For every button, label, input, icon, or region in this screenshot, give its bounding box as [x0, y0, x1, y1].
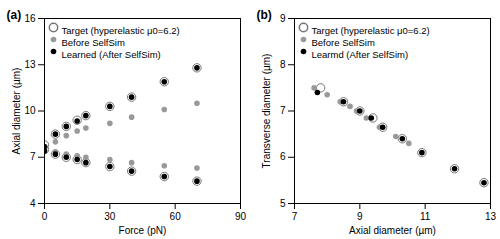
svg-text:Axial diameter (µm): Axial diameter (µm)	[11, 68, 22, 155]
svg-text:7: 7	[280, 105, 286, 116]
svg-text:60: 60	[170, 211, 182, 222]
svg-text:8: 8	[280, 59, 286, 70]
svg-text:(b): (b)	[257, 8, 272, 22]
svg-text:Learmd (After SelfSim): Learmd (After SelfSim)	[312, 49, 409, 60]
svg-text:16: 16	[24, 13, 36, 24]
svg-text:Before SelfSim: Before SelfSim	[62, 37, 125, 48]
svg-text:Axial diameter (µm): Axial diameter (µm)	[349, 225, 436, 236]
svg-text:Target (hyperelastic μ0=6.2): Target (hyperelastic μ0=6.2)	[62, 25, 180, 36]
svg-text:30: 30	[104, 211, 116, 222]
svg-text:13: 13	[24, 59, 36, 70]
svg-text:Transverse diameter (µm): Transverse diameter (µm)	[261, 54, 272, 169]
svg-text:0: 0	[42, 211, 48, 222]
svg-text:90: 90	[235, 211, 247, 222]
svg-text:Before SelfSim: Before SelfSim	[312, 37, 375, 48]
svg-text:Target (hyperelastic μ0=6.2): Target (hyperelastic μ0=6.2)	[312, 25, 430, 36]
svg-text:Learned (After SelfSim): Learned (After SelfSim)	[62, 49, 161, 60]
svg-text:9: 9	[357, 211, 363, 222]
svg-text:10: 10	[24, 105, 36, 116]
svg-text:(a): (a)	[7, 8, 22, 22]
svg-text:7: 7	[30, 151, 36, 162]
svg-text:Force (pN): Force (pN)	[119, 225, 167, 236]
svg-text:7: 7	[292, 211, 298, 222]
svg-text:4: 4	[30, 198, 36, 209]
svg-text:5: 5	[280, 198, 286, 209]
svg-text:13: 13	[485, 211, 497, 222]
svg-text:6: 6	[280, 151, 286, 162]
svg-text:9: 9	[280, 13, 286, 24]
svg-text:11: 11	[420, 211, 431, 222]
